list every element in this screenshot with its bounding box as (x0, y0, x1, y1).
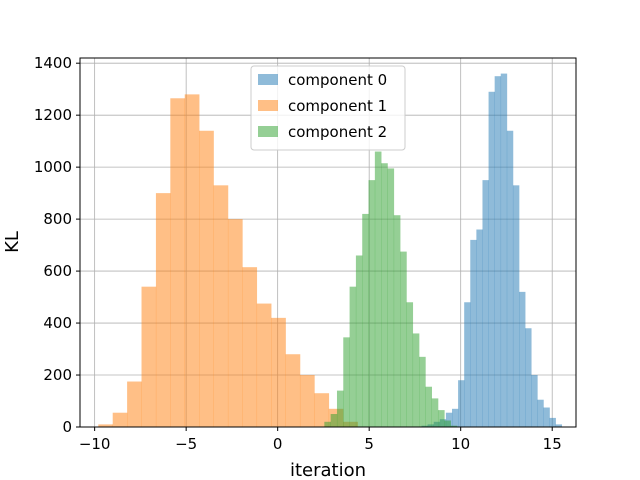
legend: component 0 component 1 component 2 (250, 65, 406, 151)
bar-series-1 (242, 267, 258, 427)
bar-series-0 (452, 408, 459, 427)
bar-series-1 (170, 98, 186, 427)
bar-series-2 (425, 386, 432, 427)
bar-series-0 (494, 76, 502, 428)
plot-frame (79, 57, 577, 428)
y-tick-label: 200 (43, 366, 72, 384)
legend-box (250, 65, 406, 151)
y-tick-label: 600 (43, 262, 72, 280)
bar-series-0 (512, 185, 520, 427)
legend-label: component 0 (288, 71, 387, 89)
bar-series-2 (330, 414, 338, 427)
bar-series-2 (355, 255, 363, 427)
bar-series-1 (256, 303, 272, 427)
bar-series-1 (213, 185, 229, 427)
x-tick-label: 15 (543, 435, 562, 453)
x-tick-label: 0 (273, 435, 283, 453)
bar-series-0 (506, 130, 514, 427)
bar-series-2 (437, 410, 445, 427)
bar-series-2 (343, 337, 350, 427)
x-tick-label: 10 (451, 435, 470, 453)
bar-series-1 (155, 193, 171, 427)
bar-series-0 (482, 180, 489, 427)
y-axis-label: KL (2, 231, 23, 253)
y-tick-label: 1200 (34, 106, 72, 124)
legend-label: component 2 (288, 123, 387, 141)
bar-series-0 (543, 407, 550, 427)
bar-series-0 (519, 291, 526, 427)
bar-series-2 (406, 302, 414, 427)
bar-series-1 (184, 94, 200, 427)
bar-series-0 (549, 417, 556, 427)
y-tick-label: 1000 (34, 158, 72, 176)
legend-label: component 1 (288, 97, 387, 115)
y-tick-label: 0 (62, 418, 72, 436)
ticks: −10 −5 0 5 10 15 0 200 400 600 800 1000 1200 1400 (34, 54, 562, 453)
bar-series-1 (141, 286, 157, 427)
bar-series-1 (227, 219, 243, 427)
bar-series-0 (555, 424, 563, 427)
x-tick-label: 5 (364, 435, 374, 453)
bar-series-0 (525, 328, 532, 427)
bar-series-0 (470, 239, 477, 427)
bar-series-2 (368, 180, 376, 427)
bar-series-2 (412, 333, 420, 427)
bar-series-1 (314, 393, 330, 427)
bar-series-2 (450, 425, 458, 427)
bar-series-2 (324, 421, 331, 427)
bar-series-1 (299, 375, 315, 427)
x-tick-label: −5 (175, 435, 197, 453)
bar-series-0 (537, 399, 544, 427)
x-tick-label: −10 (79, 435, 111, 453)
bar-series-1 (127, 381, 142, 427)
bar-series-1 (199, 130, 214, 427)
bar-series-0 (445, 412, 453, 427)
y-tick-label: 800 (43, 210, 72, 228)
bar-series-1 (271, 317, 286, 427)
bar-series-2 (381, 163, 388, 427)
bar-series-2 (349, 286, 357, 427)
bar-series-0 (458, 380, 465, 427)
legend-swatch (258, 100, 278, 111)
legend-swatch (258, 74, 278, 85)
bar-series-2 (419, 356, 426, 427)
bar-series-0 (488, 91, 495, 428)
bar-series-2 (362, 213, 369, 427)
bar-series-1 (285, 354, 301, 427)
bar-series-1 (98, 424, 114, 427)
bar-series-2 (393, 215, 401, 427)
bar-series-2 (400, 251, 407, 427)
bar-series-2 (374, 151, 382, 427)
bar-series-0 (464, 302, 471, 427)
bar-series-0 (531, 375, 538, 427)
bar-series-1 (112, 412, 128, 427)
bar-series-2 (387, 168, 395, 428)
bar-series-0 (476, 229, 483, 427)
legend-swatch (258, 126, 278, 137)
bar-series-0 (500, 73, 508, 427)
bar-series-2 (431, 398, 439, 427)
x-axis-label: iteration (290, 460, 366, 480)
bars (98, 73, 563, 428)
y-tick-label: 1400 (34, 54, 72, 72)
bar-series-2 (444, 420, 451, 427)
bar-series-2 (336, 390, 344, 427)
y-tick-label: 400 (43, 314, 72, 332)
